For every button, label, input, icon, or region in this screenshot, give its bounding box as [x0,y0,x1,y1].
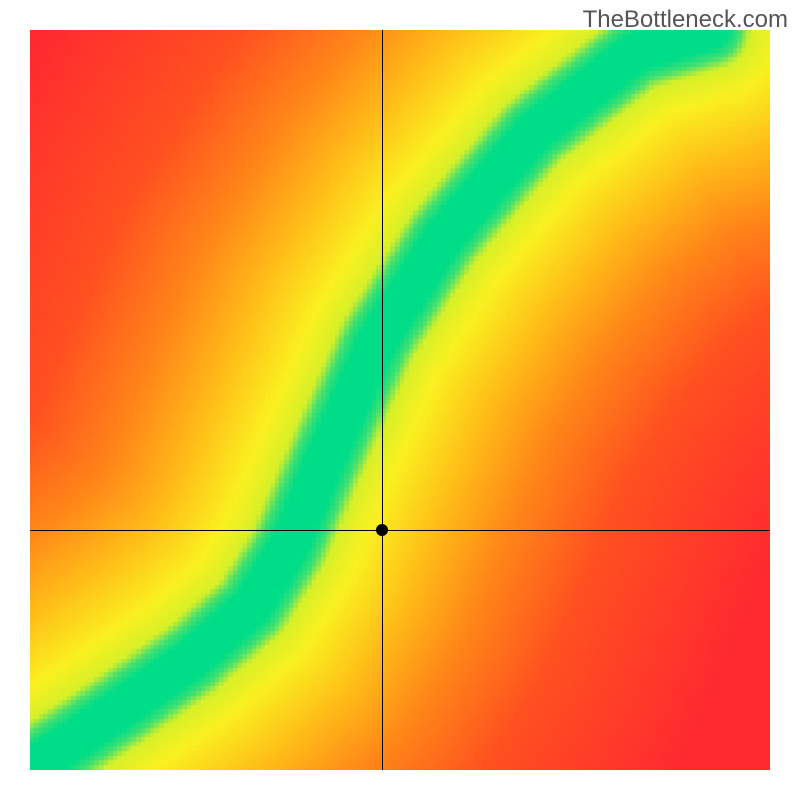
crosshair-marker [376,524,388,536]
crosshair-horizontal [30,530,770,531]
heatmap-plot [30,30,770,770]
heatmap-canvas [30,30,770,770]
chart-container: TheBottleneck.com [0,0,800,800]
crosshair-vertical [382,30,383,770]
